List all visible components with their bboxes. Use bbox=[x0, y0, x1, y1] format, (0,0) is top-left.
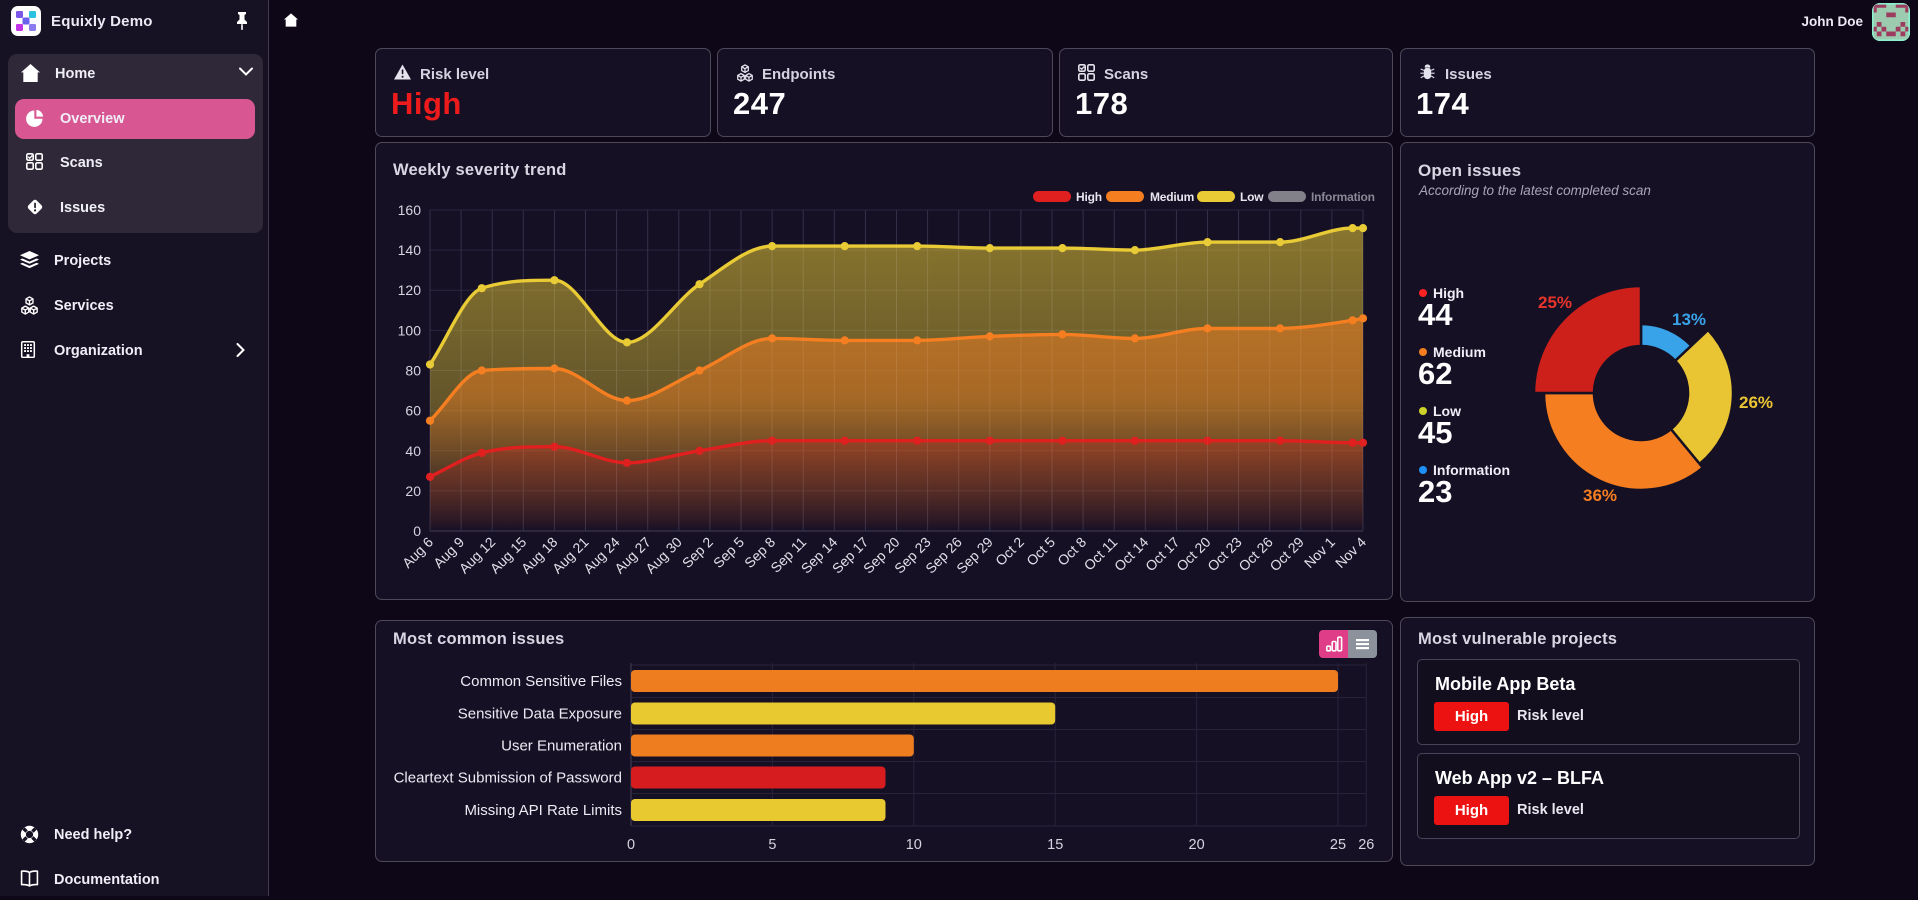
svg-text:15: 15 bbox=[1047, 837, 1063, 853]
svg-text:Oct 5: Oct 5 bbox=[1023, 534, 1058, 569]
svg-text:Common Sensitive Files: Common Sensitive Files bbox=[460, 673, 622, 690]
svg-text:User Enumeration: User Enumeration bbox=[501, 738, 622, 755]
svg-text:Sep 5: Sep 5 bbox=[710, 534, 747, 571]
svg-text:Oct 20: Oct 20 bbox=[1173, 534, 1214, 575]
svg-text:26: 26 bbox=[1358, 837, 1374, 853]
svg-text:5: 5 bbox=[768, 837, 776, 853]
svg-text:10: 10 bbox=[906, 837, 922, 853]
svg-text:Sep 2: Sep 2 bbox=[679, 534, 716, 571]
svg-text:Oct 14: Oct 14 bbox=[1111, 534, 1152, 575]
svg-text:Nov 4: Nov 4 bbox=[1332, 534, 1369, 571]
svg-text:25: 25 bbox=[1330, 837, 1346, 853]
svg-text:Oct 17: Oct 17 bbox=[1142, 534, 1183, 575]
svg-text:Sensitive Data Exposure: Sensitive Data Exposure bbox=[458, 706, 622, 723]
svg-text:Oct 29: Oct 29 bbox=[1266, 534, 1307, 575]
svg-text:160: 160 bbox=[398, 202, 422, 218]
svg-text:0: 0 bbox=[627, 837, 635, 853]
svg-text:0: 0 bbox=[413, 523, 421, 539]
svg-text:120: 120 bbox=[398, 282, 422, 298]
svg-text:Oct 2: Oct 2 bbox=[992, 534, 1027, 569]
svg-text:80: 80 bbox=[405, 363, 421, 379]
svg-text:Cleartext Submission of Passwo: Cleartext Submission of Password bbox=[394, 770, 622, 787]
svg-text:60: 60 bbox=[405, 403, 421, 419]
svg-text:Oct 26: Oct 26 bbox=[1235, 534, 1276, 575]
svg-text:Aug 6: Aug 6 bbox=[399, 534, 436, 571]
svg-text:Nov 1: Nov 1 bbox=[1301, 534, 1338, 571]
svg-text:40: 40 bbox=[405, 443, 421, 459]
svg-text:100: 100 bbox=[398, 322, 422, 338]
svg-text:20: 20 bbox=[405, 483, 421, 499]
svg-text:20: 20 bbox=[1189, 837, 1205, 853]
svg-text:140: 140 bbox=[398, 242, 422, 258]
svg-text:Missing API Rate Limits: Missing API Rate Limits bbox=[464, 802, 622, 819]
svg-text:Oct 23: Oct 23 bbox=[1204, 534, 1245, 575]
